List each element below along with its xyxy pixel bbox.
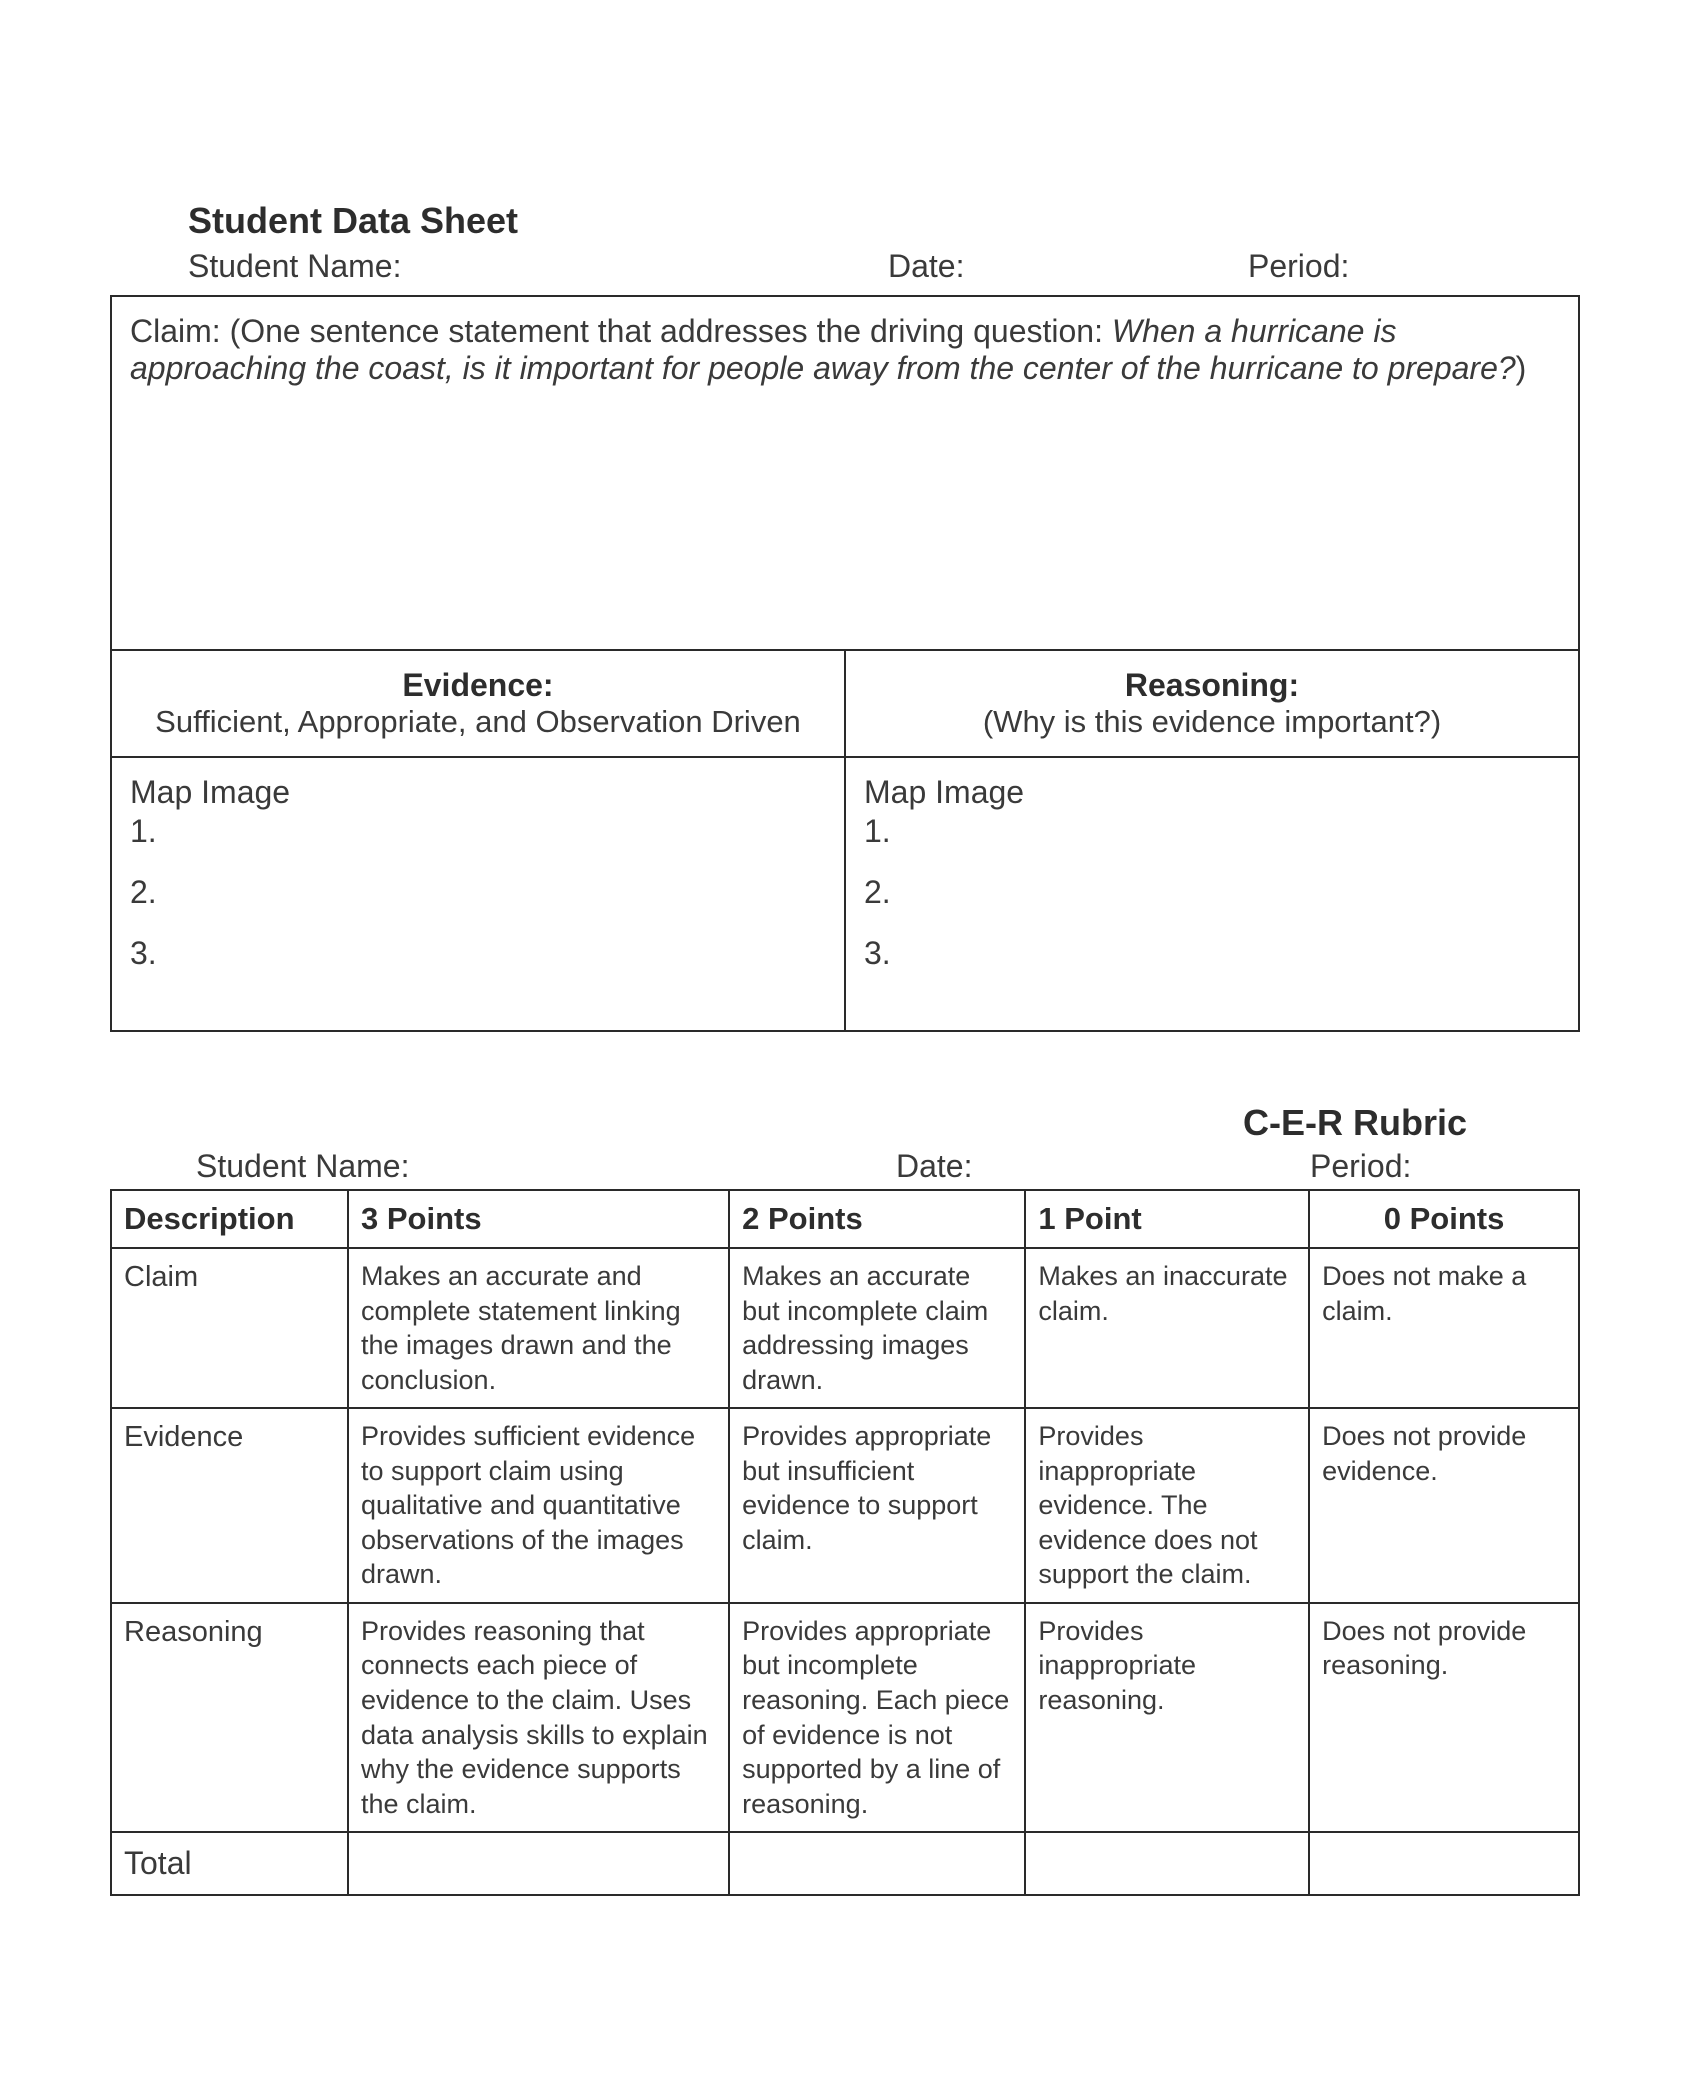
rubric-evidence-label: Evidence	[111, 1408, 348, 1603]
rubric-reasoning-label: Reasoning	[111, 1603, 348, 1832]
reasoning-title: Reasoning:	[864, 667, 1560, 704]
period-label: Period:	[1248, 248, 1589, 285]
rubric-evidence-3: Provides sufficient evidence to support …	[348, 1408, 729, 1603]
rubric-claim-label: Claim	[111, 1248, 348, 1408]
reasoning-body: Map Image 1. 2. 3.	[845, 757, 1579, 1031]
rubric-evidence-2: Provides appropriate but insufficient ev…	[729, 1408, 1025, 1603]
date-label: Date:	[888, 248, 1248, 285]
rubric-row-evidence: Evidence Provides sufficient evidence to…	[111, 1408, 1579, 1603]
evidence-line-2: 2.	[130, 874, 826, 911]
reasoning-line-1: 1.	[864, 813, 1560, 850]
rubric-title: C-E-R Rubric	[110, 1102, 1580, 1144]
rubric-evidence-0: Does not provide evidence.	[1309, 1408, 1579, 1603]
rubric-total-2	[729, 1832, 1025, 1895]
rubric-col-2points: 2 Points	[729, 1190, 1025, 1248]
rubric-meta-row: Student Name: Date: Period:	[196, 1148, 1580, 1185]
rubric-reasoning-0: Does not provide reasoning.	[1309, 1603, 1579, 1832]
evidence-body: Map Image 1. 2. 3.	[111, 757, 845, 1031]
rubric-col-3points: 3 Points	[348, 1190, 729, 1248]
rubric-claim-2: Makes an accurate but incomplete claim a…	[729, 1248, 1025, 1408]
rubric-col-description: Description	[111, 1190, 348, 1248]
evidence-header: Evidence: Sufficient, Appropriate, and O…	[111, 650, 845, 757]
reasoning-line-0: Map Image	[864, 774, 1560, 811]
reasoning-subtitle: (Why is this evidence important?)	[864, 704, 1560, 740]
page: Student Data Sheet Student Name: Date: P…	[0, 0, 1699, 2076]
rubric-header-row: Description 3 Points 2 Points 1 Point 0 …	[111, 1190, 1579, 1248]
evidence-line-1: 1.	[130, 813, 826, 850]
claim-prefix: Claim: (One sentence statement that addr…	[130, 313, 1112, 349]
evidence-line-0: Map Image	[130, 774, 826, 811]
rubric-student-name-label: Student Name:	[196, 1148, 896, 1185]
rubric-row-reasoning: Reasoning Provides reasoning that connec…	[111, 1603, 1579, 1832]
rubric-table: Description 3 Points 2 Points 1 Point 0 …	[110, 1189, 1580, 1896]
rubric-reasoning-1: Provides inappropriate reasoning.	[1025, 1603, 1309, 1832]
rubric-reasoning-2: Provides appropriate but incomplete reas…	[729, 1603, 1025, 1832]
evidence-subtitle: Sufficient, Appropriate, and Observation…	[130, 704, 826, 740]
rubric-col-1point: 1 Point	[1025, 1190, 1309, 1248]
rubric-total-0	[1309, 1832, 1579, 1895]
student-name-label: Student Name:	[188, 248, 888, 285]
sheet-meta-row: Student Name: Date: Period:	[188, 248, 1589, 285]
rubric-col-0points: 0 Points	[1309, 1190, 1579, 1248]
rubric-date-label: Date:	[896, 1148, 1256, 1185]
rubric-total-label: Total	[111, 1832, 348, 1895]
claim-suffix: )	[1516, 350, 1527, 386]
rubric-reasoning-3: Provides reasoning that connects each pi…	[348, 1603, 729, 1832]
rubric-claim-3: Makes an accurate and complete statement…	[348, 1248, 729, 1408]
rubric-claim-1: Makes an inaccurate claim.	[1025, 1248, 1309, 1408]
sheet-title: Student Data Sheet	[188, 200, 1589, 242]
rubric-total-1	[1025, 1832, 1309, 1895]
rubric-claim-0: Does not make a claim.	[1309, 1248, 1579, 1408]
evidence-line-3: 3.	[130, 935, 826, 972]
cer-table: Claim: (One sentence statement that addr…	[110, 295, 1580, 1032]
reasoning-header: Reasoning: (Why is this evidence importa…	[845, 650, 1579, 757]
claim-cell: Claim: (One sentence statement that addr…	[111, 296, 1579, 650]
rubric-period-label: Period:	[1256, 1148, 1580, 1185]
rubric-row-total: Total	[111, 1832, 1579, 1895]
rubric-total-3	[348, 1832, 729, 1895]
reasoning-line-3: 3.	[864, 935, 1560, 972]
rubric-row-claim: Claim Makes an accurate and complete sta…	[111, 1248, 1579, 1408]
rubric-evidence-1: Provides inappropriate evidence. The evi…	[1025, 1408, 1309, 1603]
reasoning-line-2: 2.	[864, 874, 1560, 911]
evidence-title: Evidence:	[130, 667, 826, 704]
